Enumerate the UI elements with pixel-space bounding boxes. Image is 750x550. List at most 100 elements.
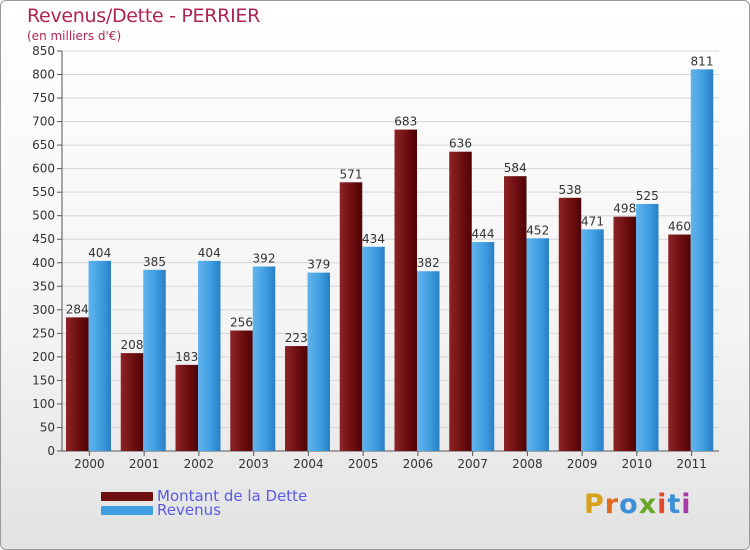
bar-dette xyxy=(558,197,582,451)
bar-revenus xyxy=(417,271,440,451)
data-label-revenus: 382 xyxy=(417,256,440,270)
data-label-revenus: 525 xyxy=(636,189,659,203)
y-tick-label: 400 xyxy=(32,256,55,270)
x-tick-label: 2003 xyxy=(238,457,269,471)
bar-dette xyxy=(339,182,363,451)
legend-label-dette: Montant de la Dette xyxy=(157,487,308,505)
logo-letter: o xyxy=(619,489,639,520)
y-tick-label: 50 xyxy=(40,420,55,434)
data-label-revenus: 471 xyxy=(581,214,604,228)
data-label-revenus: 434 xyxy=(362,232,385,246)
bar-revenus xyxy=(88,260,111,451)
x-tick-label: 2002 xyxy=(184,457,215,471)
data-label-dette: 538 xyxy=(559,183,582,197)
bar-dette xyxy=(394,129,417,451)
bar-revenus xyxy=(143,269,166,451)
logo-letter: P xyxy=(584,489,605,520)
bar-dette xyxy=(668,234,691,451)
data-label-revenus: 404 xyxy=(198,246,221,260)
data-label-dette: 683 xyxy=(394,115,417,129)
y-tick-label: 200 xyxy=(32,350,55,364)
y-tick-label: 600 xyxy=(32,162,55,176)
x-tick-label: 2006 xyxy=(403,457,434,471)
bar-revenus xyxy=(636,203,659,451)
legend-item-revenus: Revenus xyxy=(101,501,221,519)
data-label-dette: 284 xyxy=(66,302,89,316)
legend-label-revenus: Revenus xyxy=(157,501,221,519)
data-label-dette: 256 xyxy=(230,316,253,330)
y-tick-label: 0 xyxy=(47,444,55,458)
y-tick-label: 850 xyxy=(32,44,55,58)
grid xyxy=(62,50,719,452)
chart-title: Revenus/Dette - PERRIER xyxy=(27,5,260,27)
data-label-revenus: 379 xyxy=(307,258,330,272)
data-labels: 284 404 208 385 183 404 256 392 223 379 571 434 683 3… xyxy=(66,54,714,364)
bar-revenus xyxy=(252,266,276,451)
bar-dette xyxy=(230,330,253,451)
logo-letter: i xyxy=(681,489,692,520)
data-label-revenus: 392 xyxy=(253,252,276,266)
y-tick-label: 150 xyxy=(32,373,55,387)
legend-swatch-dette xyxy=(101,491,153,501)
data-label-dette: 223 xyxy=(285,331,308,345)
y-tick-label: 800 xyxy=(32,68,55,82)
bar-dette xyxy=(449,151,472,452)
data-label-revenus: 811 xyxy=(691,54,714,68)
bar-dette xyxy=(175,364,198,451)
y-tick-label: 350 xyxy=(32,279,55,293)
y-tick-label: 100 xyxy=(32,397,55,411)
bar-dette xyxy=(504,176,527,452)
y-tick-label: 450 xyxy=(32,232,55,246)
data-label-dette: 636 xyxy=(449,137,472,151)
y-tick-label: 550 xyxy=(32,185,55,199)
proxiti-logo: Proxiti xyxy=(584,489,692,520)
bar-dette xyxy=(120,353,144,451)
legend-swatch-revenus xyxy=(101,505,153,515)
bar-revenus xyxy=(526,238,549,451)
data-label-dette: 498 xyxy=(613,202,636,216)
data-label-dette: 460 xyxy=(668,220,691,234)
x-tick-label: 2004 xyxy=(293,457,324,471)
logo-letter: r xyxy=(604,489,620,520)
y-tick-label: 650 xyxy=(32,138,55,152)
x-tick-label: 2001 xyxy=(129,457,160,471)
legend-item-dette: Montant de la Dette xyxy=(101,487,308,505)
bar-revenus xyxy=(471,242,495,451)
bar-dette xyxy=(66,317,89,451)
data-label-revenus: 452 xyxy=(526,223,549,237)
data-label-dette: 183 xyxy=(175,350,198,364)
axes: 0 50 100 150 200 250 300 350 400 450 500 550 600 650 7… xyxy=(32,44,719,471)
bar-revenus xyxy=(581,229,604,451)
logo-letter: i xyxy=(657,489,668,520)
bar-revenus xyxy=(690,69,714,452)
y-tick-label: 750 xyxy=(32,91,55,105)
data-label-dette: 208 xyxy=(121,338,144,352)
bar-dette xyxy=(613,216,636,451)
bars xyxy=(66,69,714,452)
y-tick-label: 500 xyxy=(32,209,55,223)
x-tick-label: 2009 xyxy=(567,457,598,471)
logo-letter: x xyxy=(638,489,658,520)
logo-letter: t xyxy=(667,489,682,520)
bar-revenus xyxy=(198,260,221,451)
x-tick-label: 2005 xyxy=(348,457,379,471)
data-label-dette: 584 xyxy=(504,161,527,175)
y-tick-label: 250 xyxy=(32,326,55,340)
y-tick-label: 300 xyxy=(32,303,55,317)
data-label-revenus: 444 xyxy=(472,227,495,241)
x-tick-label: 2007 xyxy=(457,457,488,471)
x-tick-label: 2011 xyxy=(676,457,707,471)
x-tick-label: 2010 xyxy=(622,457,653,471)
chart-subtitle: (en milliers d'€) xyxy=(27,29,122,43)
x-tick-label: 2008 xyxy=(512,457,543,471)
data-label-dette: 571 xyxy=(340,167,363,181)
y-tick-label: 700 xyxy=(32,115,55,129)
bar-revenus xyxy=(307,272,330,451)
data-label-revenus: 404 xyxy=(88,246,111,260)
bar-dette xyxy=(285,346,308,451)
bar-revenus xyxy=(362,246,385,451)
data-label-revenus: 385 xyxy=(143,255,166,269)
x-tick-label: 2000 xyxy=(74,457,105,471)
